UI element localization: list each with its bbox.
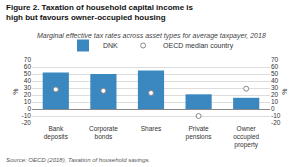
svg-text:50: 50 bbox=[24, 70, 32, 77]
svg-text:Bankdeposits: Bankdeposits bbox=[44, 125, 69, 141]
svg-text:0: 0 bbox=[271, 105, 275, 112]
svg-text:70: 70 bbox=[271, 56, 279, 63]
svg-text:20: 20 bbox=[24, 91, 32, 98]
svg-text:0: 0 bbox=[27, 105, 31, 112]
svg-text:-10: -10 bbox=[271, 112, 281, 119]
svg-text:Corporatebonds: Corporatebonds bbox=[89, 125, 118, 140]
svg-text:40: 40 bbox=[24, 77, 32, 84]
svg-text:DNK: DNK bbox=[103, 42, 118, 49]
svg-text:-20: -20 bbox=[22, 119, 32, 126]
svg-text:30: 30 bbox=[271, 84, 279, 91]
svg-text:60: 60 bbox=[271, 63, 279, 70]
svg-text:Owneroccupiedproperty: Owneroccupiedproperty bbox=[233, 125, 259, 150]
svg-text:Marginal effective tax rates a: Marginal effective tax rates across asse… bbox=[37, 32, 266, 40]
svg-text:-10: -10 bbox=[22, 112, 32, 119]
svg-text:40: 40 bbox=[271, 77, 279, 84]
svg-text:10: 10 bbox=[24, 98, 32, 105]
svg-text:70: 70 bbox=[24, 56, 32, 63]
svg-text:%: % bbox=[281, 88, 288, 94]
svg-text:20: 20 bbox=[271, 91, 279, 98]
svg-text:-20: -20 bbox=[271, 119, 281, 126]
svg-text:30: 30 bbox=[24, 84, 32, 91]
svg-text:60: 60 bbox=[24, 63, 32, 70]
svg-text:Privatepensions: Privatepensions bbox=[186, 125, 213, 141]
svg-text:OECD median country: OECD median country bbox=[163, 42, 234, 50]
svg-text:Source: OECD (2018), Taxation: Source: OECD (2018), Taxation of househo… bbox=[6, 157, 150, 163]
svg-text:Shares: Shares bbox=[141, 125, 162, 132]
svg-text:%: % bbox=[12, 88, 19, 94]
svg-text:50: 50 bbox=[271, 70, 279, 77]
svg-text:Figure 2. Taxation of househol: Figure 2. Taxation of household capital … bbox=[6, 3, 194, 22]
svg-text:10: 10 bbox=[271, 98, 279, 105]
